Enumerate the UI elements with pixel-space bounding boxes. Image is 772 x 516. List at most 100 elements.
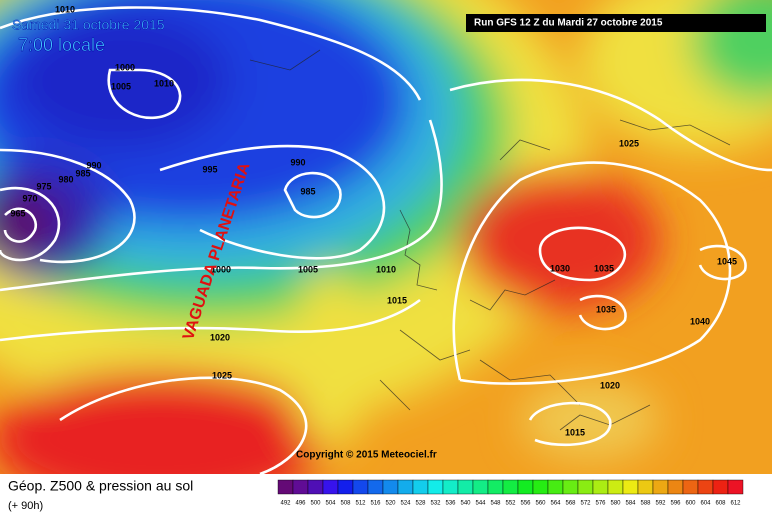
legend-swatch [457,479,474,495]
isobar-label: 1025 [212,370,232,380]
isobar-label: 1025 [619,138,639,148]
isobar-label: 980 [58,174,73,184]
legend-label: 496 [295,501,306,507]
isobar-label: 1045 [717,256,737,266]
legend-label: 588 [640,501,651,507]
legend-swatch [712,479,729,495]
isobar-label: 1020 [210,332,230,342]
legend-swatch [322,479,339,495]
run-info: Run GFS 12 Z du Mardi 27 octobre 2015 [474,18,663,29]
legend-swatch [637,479,654,495]
isobar-label: 985 [300,186,315,196]
footer-title: Géop. Z500 & pression au sol [8,478,193,494]
legend-label: 580 [610,501,621,507]
legend-label: 572 [580,501,591,507]
legend-label: 564 [550,501,561,507]
legend-swatch [607,479,624,495]
legend-label: 600 [685,501,696,507]
legend-label: 592 [655,501,666,507]
legend-label: 524 [400,501,411,507]
isobar-label: 975 [36,181,51,191]
legend-label: 544 [475,501,486,507]
legend-label: 536 [445,501,456,507]
legend-label: 512 [355,501,366,507]
legend-label: 604 [700,501,711,507]
isobar-label: 1000 [115,62,135,72]
legend-swatch [652,479,669,495]
isobar-label: 965 [10,208,25,218]
legend-swatch [292,479,309,495]
legend-swatch [667,479,684,495]
legend-label: 548 [490,501,501,507]
legend: 492 496 500 504 508 512 516 520 524 528 532 536 540 5… [277,479,744,507]
legend-swatch [622,479,639,495]
legend-swatch [577,479,594,495]
legend-swatch [682,479,699,495]
copyright: Copyright © 2015 Meteociel.fr [296,450,437,461]
isobar-label: 1035 [596,304,616,314]
legend-label: 608 [715,501,726,507]
legend-swatch [547,479,564,495]
isobar-label: 990 [290,157,305,167]
isobar-label: 985 [75,168,90,178]
legend-swatch [562,479,579,495]
isobar-label: 1010 [376,264,396,274]
legend-label: 568 [565,501,576,507]
legend-label: 584 [625,501,636,507]
legend-label: 528 [415,501,426,507]
isobar-label: 1030 [550,263,570,273]
isobar-label: 1015 [565,427,585,437]
legend-label: 540 [460,501,471,507]
isobar-label: 1015 [387,295,407,305]
legend-label: 612 [730,501,741,507]
legend-swatch [397,479,414,495]
legend-swatch [727,479,744,495]
map-time: 7:00 locale [18,35,105,55]
legend-swatch [277,479,294,495]
legend-swatch [487,479,504,495]
legend-swatch [367,479,384,495]
legend-label: 552 [505,501,516,507]
legend-label: 520 [385,501,396,507]
legend-label: 532 [430,501,441,507]
legend-swatch [532,479,549,495]
run-box [466,14,766,32]
footer-lead: (+ 90h) [8,500,43,512]
isobar-label: 1010 [154,78,174,88]
legend-label: 516 [370,501,381,507]
legend-swatch [427,479,444,495]
isobar-label: 1035 [594,263,614,273]
legend-swatch [307,479,324,495]
legend-swatch [412,479,429,495]
legend-label: 560 [535,501,546,507]
isobar-label: 1040 [690,316,710,326]
legend-swatch [337,479,354,495]
legend-label: 500 [310,501,321,507]
legend-label: 508 [340,501,351,507]
isobar-label: 995 [202,164,217,174]
legend-swatch [502,479,519,495]
isobar-label: 1020 [600,380,620,390]
isobar-label: 1005 [111,81,131,91]
legend-swatch [697,479,714,495]
isobar-label: 1005 [298,264,318,274]
legend-swatch [352,479,369,495]
legend-label: 492 [280,501,291,507]
legend-label: 504 [325,501,336,507]
legend-swatch [517,479,534,495]
legend-label: 556 [520,501,531,507]
isobar-label: 1010 [55,4,75,14]
legend-swatch [592,479,609,495]
isobar-label: 1000 [211,264,231,274]
legend-swatch [442,479,459,495]
legend-label: 596 [670,501,681,507]
isobar-label: 970 [22,193,37,203]
isobar-label: 990 [86,160,101,170]
map-date: Samedi 31 octobre 2015 [12,17,165,33]
legend-swatch [382,479,399,495]
legend-label: 576 [595,501,606,507]
legend-swatch [472,479,489,495]
